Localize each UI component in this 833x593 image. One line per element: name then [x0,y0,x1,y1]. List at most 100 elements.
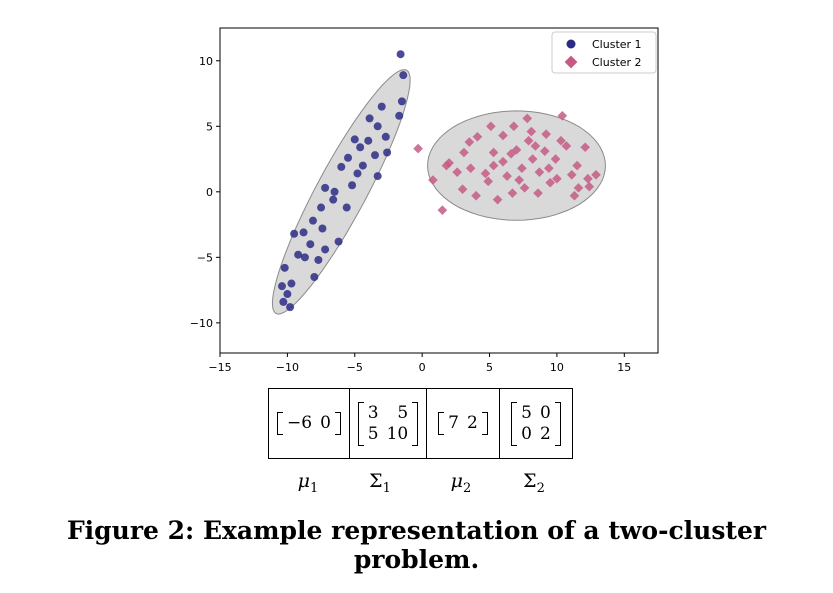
point-cluster-2 [527,154,538,164]
point-cluster-1 [280,263,289,272]
legend-label-cluster-2: Cluster 2 [592,56,642,69]
point-cluster-1 [344,153,353,162]
mu2-label: μ2 [450,470,472,496]
y-tick-label: −5 [197,251,213,264]
point-cluster-2 [580,142,591,153]
y-tick-label: 5 [206,120,213,133]
point-cluster-2 [457,184,468,194]
point-cluster-2 [506,148,516,159]
legend-label-cluster-1: Cluster 1 [592,38,642,51]
point-cluster-2 [507,188,518,198]
point-cluster-2 [459,147,469,158]
point-cluster-1 [318,224,327,233]
point-cluster-1 [337,162,346,171]
point-cluster-2 [480,168,491,179]
point-cluster-1 [314,255,323,264]
point-cluster-1 [342,203,351,212]
x-axis-ticks: −15 −10 −5 0 5 10 15 [208,353,631,374]
y-axis-ticks: −10 −5 0 5 10 [190,55,220,330]
point-cluster-1 [370,151,379,160]
point-cluster-1 [287,279,296,288]
matrix-entry: 7 [448,413,459,433]
point-cluster-2 [452,167,463,177]
point-cluster-1 [353,169,362,178]
point-cluster-1 [395,111,404,120]
y-tick-label: −10 [190,317,213,330]
point-cluster-1 [310,272,319,281]
point-cluster-1 [329,195,338,204]
matrix-entry: 10 [386,423,409,444]
mu1-label: μ1 [297,470,319,496]
point-cluster-1 [377,102,386,111]
point-cluster-2 [569,190,580,201]
matrix-entry: 2 [540,423,551,444]
x-tick-label: −5 [347,361,363,374]
point-cluster-2 [566,169,577,180]
point-cluster-1 [294,250,303,259]
x-tick-label: 0 [419,361,426,374]
point-cluster-2 [552,173,562,184]
point-cluster-1 [321,245,330,254]
point-cluster-2 [498,156,508,167]
point-cluster-1 [283,290,292,299]
point-cluster-1 [330,187,339,196]
point-cluster-2 [437,205,448,215]
x-tick-label: 5 [486,361,493,374]
x-tick-label: −15 [208,361,231,374]
point-cluster-2 [472,131,483,142]
point-cluster-1 [397,97,406,106]
sigma1-cell: 3 5 5 10 [350,389,427,458]
point-cluster-2 [519,183,530,193]
sigma2-label: Σ2 [523,470,545,496]
point-cluster-2 [533,188,543,198]
mu1-cell: −6 0 [269,389,350,458]
point-cluster-2 [572,160,582,171]
point-cluster-2 [464,137,475,147]
point-cluster-2 [561,141,572,151]
sigma1-label: Σ1 [369,470,391,496]
matrix-entry: 5 [397,402,409,423]
point-cluster-1 [348,181,357,190]
point-cluster-1 [277,282,286,291]
point-cluster-1 [383,148,392,157]
mu1-value: −6 0 [277,412,341,435]
legend: Cluster 1 Cluster 2 [551,31,657,74]
matrix-entry: 5 [521,402,532,423]
point-cluster-1 [396,50,405,59]
point-cluster-2 [584,181,595,192]
point-cluster-1 [306,240,315,249]
point-cluster-2 [539,146,550,156]
point-cluster-2 [514,175,524,185]
point-cluster-2 [583,173,593,184]
point-cluster-1 [321,183,330,192]
point-cluster-2 [413,143,423,154]
matrix-entry: 0 [320,413,331,433]
ellipse-cluster-1 [271,69,411,315]
x-tick-label: 10 [550,361,564,374]
matrix-entry: 2 [467,413,478,433]
y-tick-label: 0 [206,186,213,199]
point-cluster-1 [279,297,288,306]
point-cluster-1 [358,161,367,170]
point-cluster-2 [488,147,499,158]
point-cluster-2 [550,154,561,164]
matrix-entry: 0 [540,402,551,423]
point-cluster-2 [556,135,566,146]
point-cluster-2 [526,126,537,137]
point-cluster-1 [373,172,382,181]
point-cluster-2 [573,183,584,193]
point-cluster-1 [300,253,309,262]
point-cluster-1 [286,303,295,312]
point-cluster-1 [364,136,373,145]
cluster-ellipses [271,69,606,315]
matrix-entry: 0 [521,423,532,444]
point-cluster-1 [365,114,374,123]
point-cluster-2 [517,163,527,174]
figure-caption: Figure 2: Example representation of a tw… [66,516,767,574]
point-cluster-2 [502,171,512,181]
matrix-entry: 5 [367,423,379,444]
